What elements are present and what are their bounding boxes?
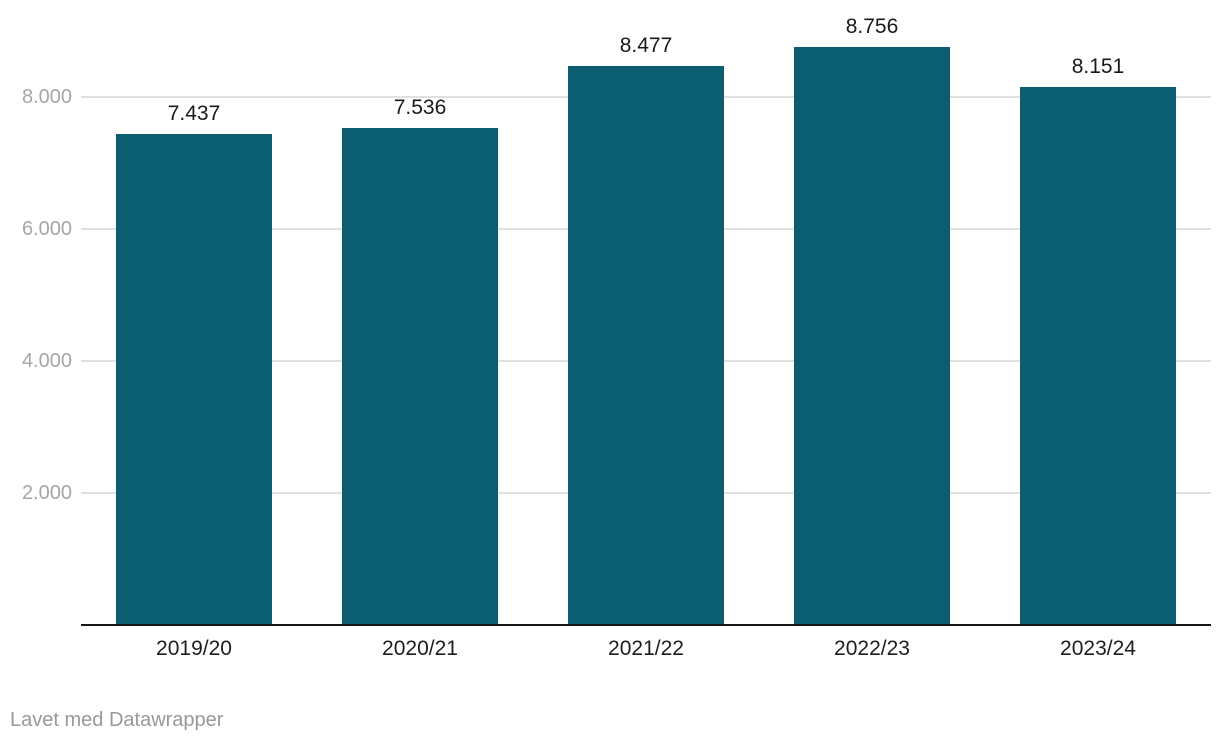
bar-2022/23 — [794, 47, 950, 625]
bar-2023/24 — [1020, 87, 1176, 625]
x-axis: 2019/20 2020/21 2021/22 2022/23 2023/24 — [81, 636, 1211, 664]
bar-value-label: 8.151 — [1071, 55, 1125, 79]
bar-value-label: 7.437 — [167, 102, 221, 126]
y-axis-tick-label: 2.000 — [21, 482, 72, 504]
x-axis-category-label: 2020/21 — [382, 637, 458, 660]
bar-2020/21 — [342, 127, 498, 625]
y-axis-tick-label: 8.000 — [21, 86, 72, 108]
y-axis-tick-label: 4.000 — [21, 350, 72, 372]
y-axis-tick-label: 6.000 — [21, 218, 72, 240]
x-axis-category-label: 2021/22 — [608, 637, 684, 660]
attribution: Lavet med Datawrapper — [10, 707, 223, 733]
bar-value-label: 8.477 — [619, 33, 673, 57]
plot-area: 7.437 7.536 8.477 8.756 8.151 — [81, 0, 1211, 625]
bar-2019/20 — [116, 134, 272, 625]
bar-2021/22 — [568, 65, 724, 625]
x-axis-line — [81, 623, 1211, 626]
x-axis-category-label: 2023/24 — [1060, 637, 1136, 660]
y-axis: 2.000 4.000 6.000 8.000 — [0, 0, 72, 625]
bar-value-label: 8.756 — [845, 15, 899, 39]
bar-value-label: 7.536 — [393, 95, 447, 119]
x-axis-category-label: 2022/23 — [834, 637, 910, 660]
attribution-link[interactable]: Lavet med Datawrapper — [10, 709, 224, 731]
x-axis-category-label: 2019/20 — [156, 637, 232, 660]
